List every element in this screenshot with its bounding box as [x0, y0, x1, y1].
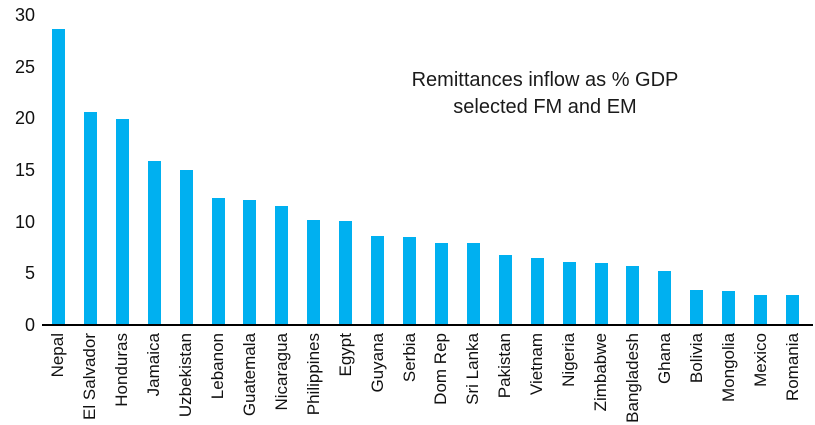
- bar: [211, 197, 225, 325]
- bar: [754, 295, 768, 325]
- y-axis-tick-label: 15: [14, 160, 35, 180]
- x-axis-label: Guyana: [367, 333, 387, 393]
- x-axis-label: Guatemala: [239, 333, 259, 417]
- bar: [83, 112, 97, 325]
- x-axis-label: Bolivia: [686, 333, 706, 384]
- bar: [786, 295, 800, 325]
- x-axis-label: Uzbekistan: [176, 333, 196, 418]
- x-axis-label: Lebanon: [208, 333, 228, 400]
- bar: [147, 160, 161, 325]
- bar: [530, 257, 544, 325]
- x-axis-label: Zimbabwe: [591, 333, 611, 412]
- x-axis-label: Ghana: [654, 333, 674, 385]
- bar: [498, 254, 512, 325]
- x-axis-label: Romania: [782, 333, 802, 402]
- bar: [51, 29, 65, 325]
- x-axis-label: Honduras: [112, 333, 132, 407]
- x-axis-label: Sri Lanka: [463, 333, 483, 405]
- bar: [626, 266, 640, 325]
- x-axis-label: El Salvador: [80, 333, 100, 420]
- x-axis-label: Pakistan: [495, 333, 515, 399]
- chart-title-block: Remittances inflow as % GDP selected FM …: [380, 67, 710, 121]
- x-axis-line: [42, 324, 813, 326]
- x-axis-label: Nigeria: [559, 333, 579, 387]
- x-axis-label: Mongolia: [718, 333, 738, 402]
- bar: [243, 199, 257, 325]
- bar: [690, 289, 704, 325]
- bar: [179, 170, 193, 325]
- x-axis-label: Nepal: [48, 333, 68, 378]
- chart-title: Remittances inflow as % GDP: [411, 69, 679, 91]
- chart-subtitle: selected FM and EM: [453, 96, 637, 118]
- x-axis-label: Vietnam: [527, 333, 547, 396]
- bar: [466, 243, 480, 325]
- bar: [594, 263, 608, 325]
- bar: [371, 236, 385, 325]
- bar: [339, 220, 353, 325]
- bar: [562, 261, 576, 325]
- bar: [434, 243, 448, 325]
- bar: [307, 219, 321, 325]
- x-axis-label: Philippines: [303, 333, 323, 416]
- bar: [115, 119, 129, 325]
- x-axis-label: Egypt: [335, 333, 355, 377]
- bar: [275, 206, 289, 325]
- y-axis-tick-label: 0: [24, 315, 35, 335]
- y-axis-tick-label: 30: [14, 5, 35, 25]
- y-axis-tick-label: 5: [24, 263, 35, 284]
- x-axis-label: Jamaica: [144, 333, 164, 397]
- y-axis-tick-label: 20: [14, 108, 35, 129]
- y-axis-tick-label: 25: [14, 56, 35, 77]
- x-axis-label: Bangladesh: [622, 333, 642, 423]
- x-axis-label: Serbia: [399, 333, 419, 383]
- y-axis-tick-label: 10: [14, 211, 35, 232]
- bar: [722, 290, 736, 325]
- x-axis-label: Mexico: [750, 333, 770, 387]
- bar: [403, 237, 417, 325]
- x-axis-label: Nicaragua: [271, 333, 291, 411]
- x-axis-label: Dom Rep: [431, 333, 451, 405]
- bar: [658, 271, 672, 325]
